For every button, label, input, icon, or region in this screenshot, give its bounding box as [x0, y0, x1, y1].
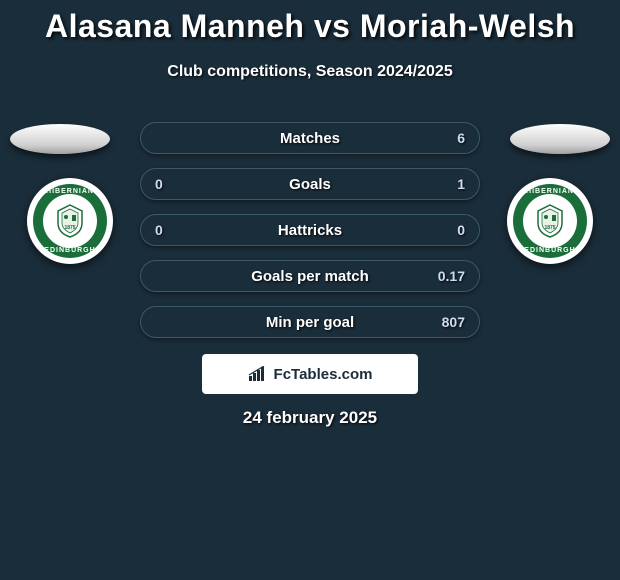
player-right-placeholder	[510, 124, 610, 154]
stat-row: 0 Hattricks 0	[140, 214, 480, 246]
stat-right-value: 6	[457, 130, 465, 146]
stats-table: Matches 6 0 Goals 1 0 Hattricks 0 Goals …	[140, 122, 480, 352]
club-badge-inner: HIBERNIAN 1875 EDINBURGH	[33, 184, 107, 258]
stat-label: Goals	[289, 176, 331, 193]
date-label: 24 february 2025	[243, 408, 377, 428]
attribution-text: FcTables.com	[274, 366, 373, 383]
club-badge-inner: HIBERNIAN 1875 EDINBURGH	[513, 184, 587, 258]
club-crest-icon: 1875	[528, 199, 572, 243]
comparison-card: Alasana Manneh vs Moriah-Welsh Club comp…	[0, 0, 620, 580]
club-badge-left: HIBERNIAN 1875 EDINBURGH	[27, 178, 113, 264]
stat-right-value: 1	[457, 176, 465, 192]
page-title: Alasana Manneh vs Moriah-Welsh	[0, 0, 620, 45]
stat-label: Goals per match	[251, 268, 369, 285]
attribution-badge: FcTables.com	[202, 354, 418, 394]
club-name-label: HIBERNIAN	[46, 188, 94, 195]
svg-text:1875: 1875	[64, 225, 75, 231]
bar-chart-icon	[248, 366, 268, 382]
stat-label: Min per goal	[266, 314, 354, 331]
club-location-label: EDINBURGH	[524, 247, 575, 254]
club-name-label: HIBERNIAN	[526, 188, 574, 195]
club-badge-right: HIBERNIAN 1875 EDINBURGH	[507, 178, 593, 264]
stat-row: Goals per match 0.17	[140, 260, 480, 292]
club-location-label: EDINBURGH	[44, 247, 95, 254]
stat-label: Matches	[280, 130, 340, 147]
stat-left-value: 0	[155, 176, 163, 192]
player-left-placeholder	[10, 124, 110, 154]
svg-text:1875: 1875	[544, 225, 555, 231]
stat-row: 0 Goals 1	[140, 168, 480, 200]
stat-right-value: 0.17	[438, 268, 465, 284]
stat-row: Min per goal 807	[140, 306, 480, 338]
page-subtitle: Club competitions, Season 2024/2025	[0, 63, 620, 81]
club-crest-icon: 1875	[48, 199, 92, 243]
stat-label: Hattricks	[278, 222, 342, 239]
stat-left-value: 0	[155, 222, 163, 238]
stat-row: Matches 6	[140, 122, 480, 154]
stat-right-value: 807	[442, 314, 465, 330]
stat-right-value: 0	[457, 222, 465, 238]
